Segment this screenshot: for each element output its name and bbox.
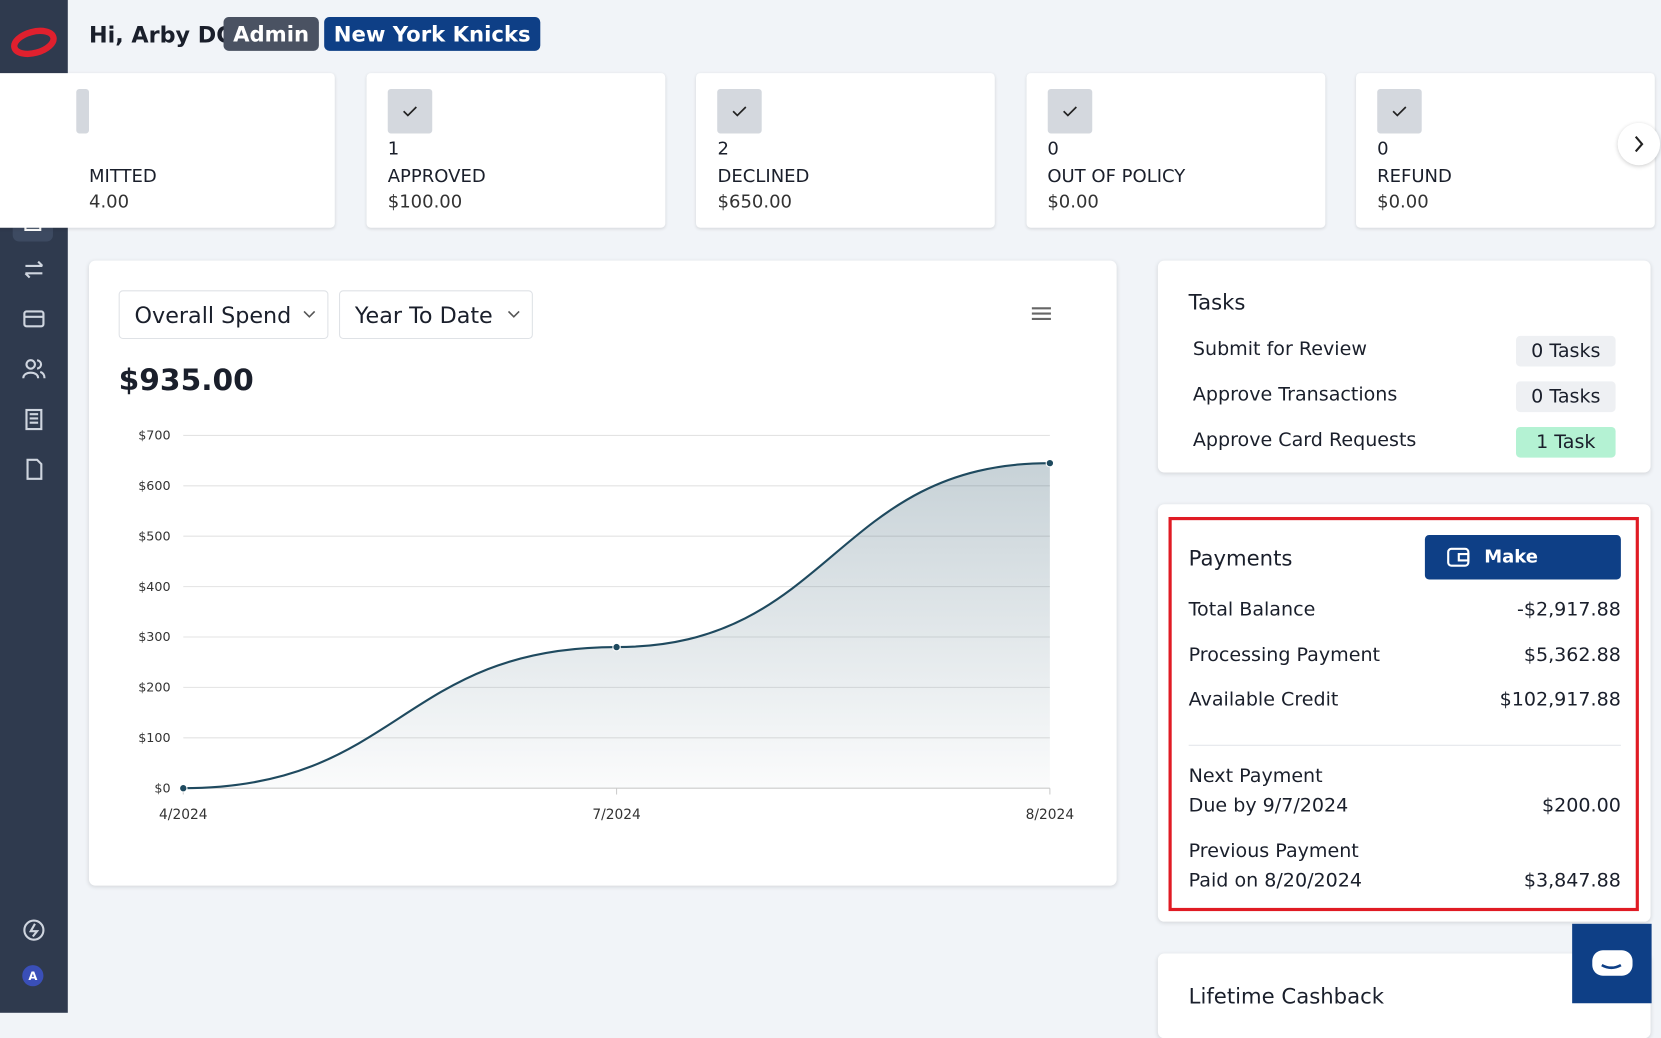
y-tick-label: $600 <box>138 478 170 493</box>
card-count: 1 <box>387 138 400 160</box>
payment-label: Available Credit <box>1188 688 1339 711</box>
nav-reports[interactable] <box>17 403 51 437</box>
card-amount: $0.00 <box>1377 191 1429 213</box>
task-count[interactable]: 1 Task <box>1516 426 1616 458</box>
card-amount: $650.00 <box>717 191 793 213</box>
card-checkbox <box>387 88 433 134</box>
tasks-panel: Tasks Submit for Review 0 Tasks Approve Tr… <box>1157 260 1651 473</box>
x-tick-label: 7/2024 <box>592 807 640 823</box>
highlight-box <box>1168 516 1639 912</box>
x-tick-label: 8/2024 <box>1026 807 1074 823</box>
period-value: Year To Date <box>354 302 493 329</box>
card-count: 2 <box>717 138 729 160</box>
previous-amount: $3,847.88 <box>1523 869 1621 893</box>
previous-label: Previous Payment <box>1188 840 1359 863</box>
cards-next-button[interactable] <box>1617 122 1661 166</box>
nav-bolt[interactable] <box>17 913 51 947</box>
y-tick-label: $500 <box>138 528 170 543</box>
card-label: DECLINED <box>717 166 810 188</box>
payments-title: Payments <box>1188 545 1293 572</box>
y-tick-label: $100 <box>138 730 170 745</box>
nav-cards[interactable] <box>17 302 51 336</box>
y-tick-label: $700 <box>138 428 170 443</box>
task-count[interactable]: 0 Tasks <box>1516 381 1616 413</box>
card-label: REFUND <box>1377 166 1452 188</box>
task-label[interactable]: Approve Card Requests <box>1192 429 1417 452</box>
status-card[interactable]: 1 APPROVED $100.00 <box>366 73 666 228</box>
cashback-title: Lifetime Cashback <box>1188 983 1385 1009</box>
card-label: MITTED <box>88 166 157 188</box>
metric-value: Overall Spend <box>134 302 292 329</box>
spend-chart: $0 $100 $200 $300 $400 $500 $600 $700 4/2024 7/20… <box>138 428 1074 823</box>
chart-menu[interactable] <box>1030 305 1053 322</box>
spend-panel: Overall Spend Year To Date $935.00 $0 $10… <box>88 260 1117 886</box>
nav-documents[interactable] <box>17 452 51 486</box>
status-card[interactable]: 2 DECLINED $650.00 <box>696 73 996 228</box>
spend-total: $935.00 <box>118 362 254 398</box>
next-label: Next Payment <box>1188 764 1323 788</box>
y-tick-label: $300 <box>138 629 170 644</box>
nav-transactions[interactable] <box>17 252 51 286</box>
card-checkbox <box>1377 88 1422 134</box>
x-tick-label: 4/2024 <box>159 807 207 823</box>
divider <box>1188 744 1621 746</box>
payment-label: Processing Payment <box>1188 643 1381 666</box>
next-due: Due by 9/7/2024 <box>1188 794 1349 817</box>
svg-text:A: A <box>28 969 37 983</box>
card-amount: $0.00 <box>1047 191 1099 213</box>
next-amount: $200.00 <box>1542 794 1621 817</box>
team-badge: New York Knicks <box>324 16 541 51</box>
task-count[interactable]: 0 Tasks <box>1516 335 1616 367</box>
card-checkbox <box>76 88 89 134</box>
payments-panel: Payments Make Payment Total Balance -$2,9… <box>1157 504 1651 922</box>
payment-value: $102,917.88 <box>1499 688 1621 711</box>
point <box>612 642 621 652</box>
role-badge: Admin <box>223 16 319 51</box>
logo[interactable] <box>11 25 58 59</box>
avatar[interactable]: A <box>17 959 51 993</box>
metric-dropdown[interactable]: Overall Spend <box>118 290 329 340</box>
point <box>179 783 188 793</box>
nav-people[interactable] <box>17 352 51 386</box>
card-label: OUT OF POLICY <box>1047 166 1186 188</box>
payment-label: Total Balance <box>1188 598 1316 621</box>
previous-paid: Paid on 8/20/2024 <box>1188 869 1363 893</box>
task-label[interactable]: Submit for Review <box>1192 337 1367 361</box>
payment-value: $5,362.88 <box>1523 643 1621 666</box>
chat-button[interactable] <box>1572 923 1652 1004</box>
tasks-title: Tasks <box>1188 289 1246 315</box>
card-count: 0 <box>1377 138 1389 160</box>
task-label[interactable]: Approve Transactions <box>1192 383 1398 406</box>
y-tick-label: $200 <box>138 680 170 695</box>
status-card[interactable]: MITTED 4.00 <box>0 73 335 228</box>
period-dropdown[interactable]: Year To Date <box>339 290 533 340</box>
area <box>183 463 1050 789</box>
status-card[interactable]: 0 OUT OF POLICY $0.00 <box>1026 73 1325 228</box>
status-card[interactable]: 0 REFUND $0.00 <box>1355 73 1655 228</box>
card-label: APPROVED <box>387 166 486 188</box>
greeting: Hi, Arby DG <box>88 22 235 48</box>
point <box>1045 458 1055 468</box>
y-tick-label: $400 <box>138 579 170 594</box>
card-amount: 4.00 <box>88 191 130 213</box>
payment-value: -$2,917.88 <box>1516 598 1621 621</box>
y-tick-label: $0 <box>154 780 170 795</box>
card-amount: $100.00 <box>387 191 463 213</box>
make-payment-label: Make Payment <box>1484 546 1573 613</box>
card-count: 0 <box>1047 138 1059 160</box>
card-checkbox <box>717 88 763 134</box>
make-payment-button[interactable]: Make Payment <box>1424 534 1621 612</box>
card-checkbox <box>1047 88 1092 134</box>
